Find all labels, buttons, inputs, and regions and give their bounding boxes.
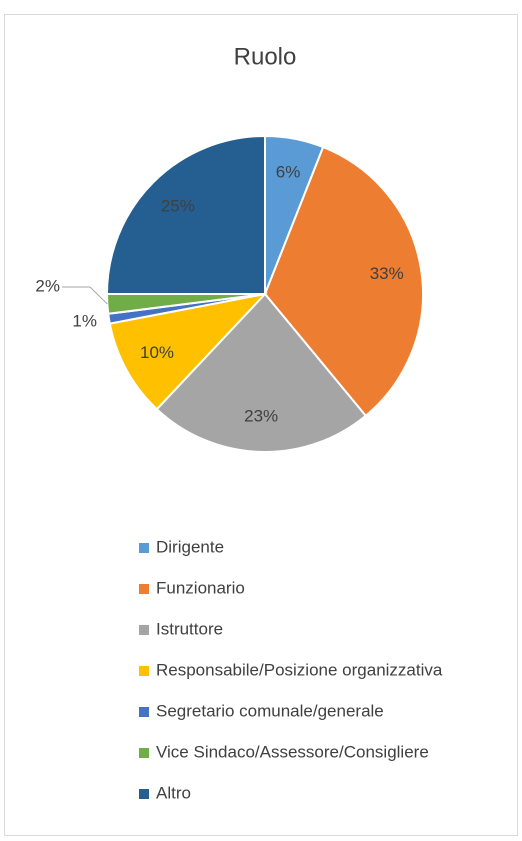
legend-label: Funzionario bbox=[156, 578, 245, 597]
pie-slice bbox=[263, 145, 424, 418]
legend-label: Segretario comunale/generale bbox=[156, 701, 384, 720]
data-label: 6% bbox=[276, 162, 301, 181]
leader-line bbox=[62, 286, 108, 305]
data-label: 33% bbox=[370, 264, 404, 283]
data-label: 10% bbox=[140, 343, 174, 362]
legend-label: Vice Sindaco/Assessore/Consigliere bbox=[156, 742, 429, 761]
legend-label: Responsabile/Posizione organizzativa bbox=[156, 660, 443, 679]
legend-marker bbox=[139, 625, 149, 635]
legend-marker bbox=[139, 707, 149, 717]
pie-slice bbox=[108, 292, 268, 411]
legend-marker bbox=[139, 789, 149, 799]
chart-title: Ruolo bbox=[234, 43, 297, 70]
data-label: 25% bbox=[161, 196, 195, 215]
legend-marker bbox=[139, 543, 149, 553]
legend-label: Istruttore bbox=[156, 619, 223, 638]
legend-marker bbox=[139, 748, 149, 758]
data-label: 1% bbox=[72, 311, 97, 330]
data-label: 2% bbox=[35, 276, 60, 295]
pie-slice bbox=[105, 134, 266, 295]
pie-slice bbox=[155, 292, 368, 453]
legend-marker bbox=[139, 584, 149, 594]
legend-label: Altro bbox=[156, 783, 191, 802]
data-label: 23% bbox=[244, 407, 278, 426]
legend-label: Dirigente bbox=[156, 537, 224, 556]
legend-marker bbox=[139, 666, 149, 676]
